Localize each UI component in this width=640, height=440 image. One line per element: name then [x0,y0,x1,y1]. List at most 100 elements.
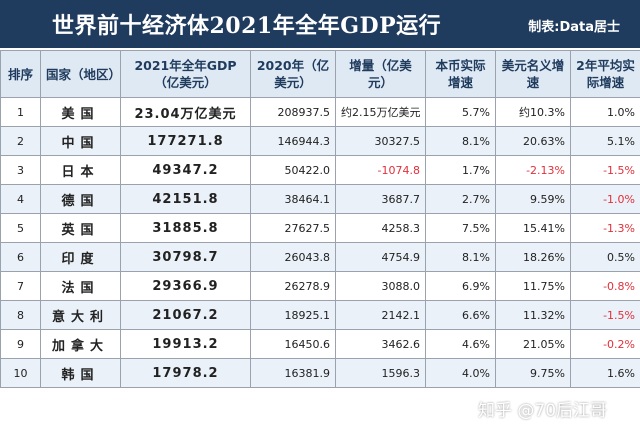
cell-country: 意大利 [40,300,121,330]
col-nominal-growth-header: 美元名义增速 [495,50,571,98]
cell-real-growth: 8.1% [425,242,496,272]
cell-gdp2021: 31885.8 [120,213,251,243]
cell-real-growth: 8.1% [425,126,496,156]
cell-nominal-growth: 20.63% [495,126,571,156]
table-row: 6 印度 30798.7 26043.8 4754.9 8.1% 18.26% 0.5% [0,242,640,272]
cell-real-growth: 6.9% [425,271,496,301]
table-row: 2 中国 177271.8 146944.3 30327.5 8.1% 20.63% 5.1% [0,126,640,156]
cell-gdp2020: 26043.8 [250,242,336,272]
cell-country: 中国 [40,126,121,156]
cell-avg2y: -1.3% [570,213,640,243]
cell-gdp2021: 21067.2 [120,300,251,330]
cell-real-growth: 6.6% [425,300,496,330]
cell-increment: 4754.9 [335,242,426,272]
cell-avg2y: 1.0% [570,97,640,127]
cell-gdp2021: 19913.2 [120,329,251,359]
cell-increment: 1596.3 [335,358,426,388]
table-header-row: 排序 国家（地区） 2021年全年GDP（亿美元） 2020年（亿美元） 增量（亿美元）… [0,50,640,98]
cell-country: 德国 [40,184,121,214]
col-gdp-2020-header: 2020年（亿美元） [250,50,336,98]
cell-country: 法国 [40,271,121,301]
cell-avg2y: -0.2% [570,329,640,359]
cell-country: 英国 [40,213,121,243]
table-row: 5 英国 31885.8 27627.5 4258.3 7.5% 15.41% -1.3% [0,213,640,243]
cell-nominal-growth: 11.75% [495,271,571,301]
cell-nominal-growth: 18.26% [495,242,571,272]
cell-rank: 6 [0,242,41,272]
cell-rank: 2 [0,126,41,156]
cell-rank: 3 [0,155,41,185]
table-row: 3 日本 49347.2 50422.0 -1074.8 1.7% -2.13% -1.5% [0,155,640,185]
cell-avg2y: -0.8% [570,271,640,301]
cell-gdp2020: 208937.5 [250,97,336,127]
cell-increment: 4258.3 [335,213,426,243]
col-increment-header: 增量（亿美元） [335,50,426,98]
cell-avg2y: -1.5% [570,300,640,330]
cell-rank: 10 [0,358,41,388]
watermark: 知乎 @70后江哥 [478,401,608,421]
cell-increment: 3462.6 [335,329,426,359]
cell-nominal-growth: 9.59% [495,184,571,214]
cell-avg2y: 0.5% [570,242,640,272]
cell-gdp2021: 42151.8 [120,184,251,214]
cell-nominal-growth: 21.05% [495,329,571,359]
page-title: 世界前十经济体2021年全年GDP运行 [52,13,442,39]
cell-avg2y: -1.0% [570,184,640,214]
table-body: 1 美国 23.04万亿美元 208937.5 约2.15万亿美元 5.7% 约10.3% 1… [0,97,640,388]
table-row: 8 意大利 21067.2 18925.1 2142.1 6.6% 11.32% -1.5% [0,300,640,330]
cell-gdp2020: 18925.1 [250,300,336,330]
cell-rank: 7 [0,271,41,301]
cell-increment: 约2.15万亿美元 [335,97,426,127]
title-bar: 世界前十经济体2021年全年GDP运行 制表:Data居士 [0,0,640,48]
cell-increment: 3687.7 [335,184,426,214]
cell-country: 美国 [40,97,121,127]
cell-gdp2021: 17978.2 [120,358,251,388]
cell-gdp2021: 29366.9 [120,271,251,301]
cell-increment: 30327.5 [335,126,426,156]
cell-gdp2020: 27627.5 [250,213,336,243]
cell-gdp2020: 26278.9 [250,271,336,301]
table-row: 1 美国 23.04万亿美元 208937.5 约2.15万亿美元 5.7% 约10.3% 1… [0,97,640,127]
cell-gdp2020: 38464.1 [250,184,336,214]
credit-label: 制表:Data居士 [528,20,620,35]
col-country-header: 国家（地区） [40,50,121,98]
cell-avg2y: -1.5% [570,155,640,185]
cell-rank: 1 [0,97,41,127]
cell-country: 印度 [40,242,121,272]
table-row: 4 德国 42151.8 38464.1 3687.7 2.7% 9.59% -1.0% [0,184,640,214]
cell-gdp2020: 16381.9 [250,358,336,388]
cell-gdp2020: 146944.3 [250,126,336,156]
col-gdp-2021-header: 2021年全年GDP（亿美元） [120,50,251,98]
cell-real-growth: 4.0% [425,358,496,388]
table-row: 10 韩国 17978.2 16381.9 1596.3 4.0% 9.75% 1.6% [0,358,640,388]
cell-nominal-growth: 15.41% [495,213,571,243]
cell-increment: 2142.1 [335,300,426,330]
cell-rank: 9 [0,329,41,359]
cell-avg2y: 5.1% [570,126,640,156]
cell-gdp2020: 16450.6 [250,329,336,359]
cell-gdp2020: 50422.0 [250,155,336,185]
cell-gdp2021: 23.04万亿美元 [120,97,251,127]
cell-nominal-growth: -2.13% [495,155,571,185]
cell-real-growth: 7.5% [425,213,496,243]
cell-gdp2021: 30798.7 [120,242,251,272]
table-row: 9 加拿大 19913.2 16450.6 3462.6 4.6% 21.05% -0.2% [0,329,640,359]
cell-avg2y: 1.6% [570,358,640,388]
col-avg-2y-header: 2年平均实际增速 [570,50,640,98]
col-real-growth-header: 本币实际增速 [425,50,496,98]
table-row: 7 法国 29366.9 26278.9 3088.0 6.9% 11.75% -0.8% [0,271,640,301]
cell-country: 加拿大 [40,329,121,359]
cell-country: 韩国 [40,358,121,388]
cell-increment: -1074.8 [335,155,426,185]
cell-real-growth: 1.7% [425,155,496,185]
cell-gdp2021: 49347.2 [120,155,251,185]
col-rank-header: 排序 [0,50,41,98]
cell-increment: 3088.0 [335,271,426,301]
cell-country: 日本 [40,155,121,185]
cell-real-growth: 5.7% [425,97,496,127]
cell-rank: 8 [0,300,41,330]
cell-rank: 4 [0,184,41,214]
cell-nominal-growth: 9.75% [495,358,571,388]
cell-nominal-growth: 11.32% [495,300,571,330]
cell-gdp2021: 177271.8 [120,126,251,156]
